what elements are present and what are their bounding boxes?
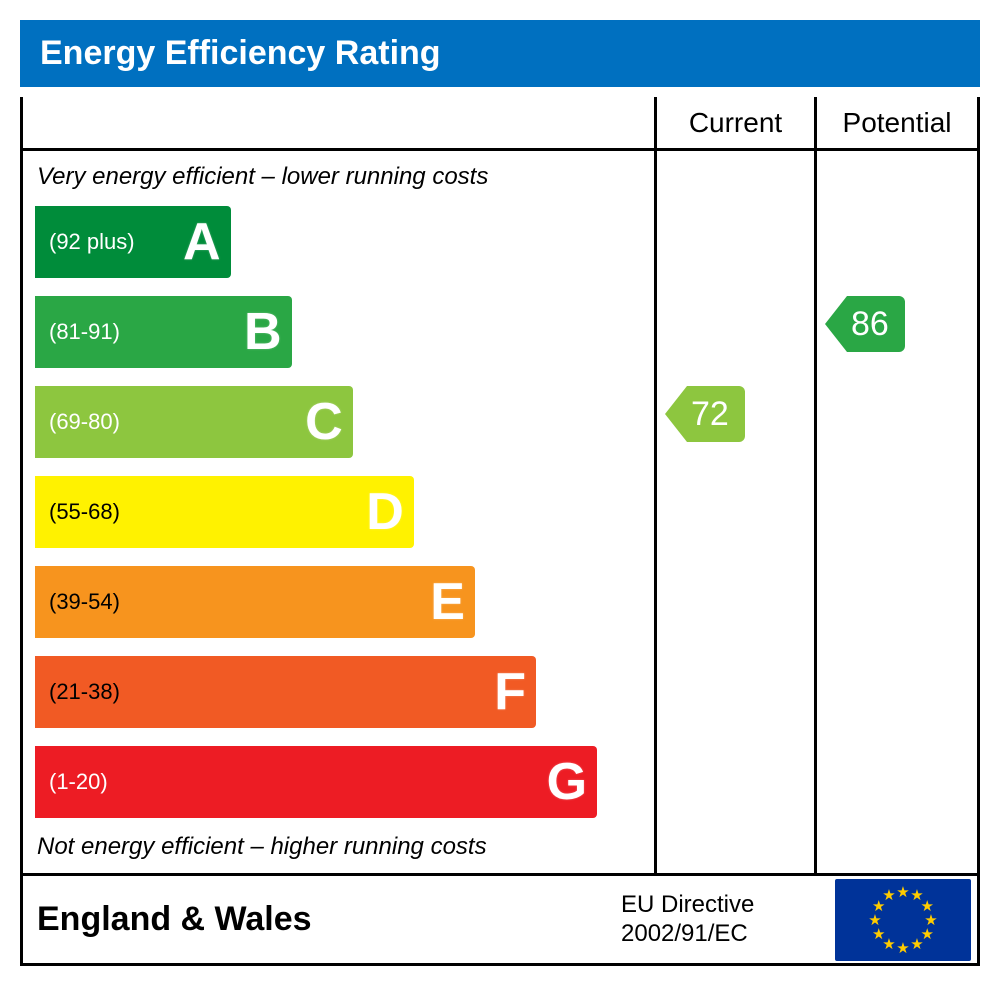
header-empty <box>23 97 657 148</box>
band-bar-a: (92 plus) A <box>35 206 231 278</box>
band-bar-d: (55-68) D <box>35 476 414 548</box>
band-row-c: (69-80) C <box>35 381 646 463</box>
band-row-f: (21-38) F <box>35 651 646 733</box>
chart-title: Energy Efficiency Rating <box>20 20 980 87</box>
current-pointer-arrow-icon <box>665 386 687 442</box>
band-letter-g: G <box>547 756 587 808</box>
eu-star-icon: ★ <box>882 886 895 904</box>
eu-star-icon: ★ <box>910 935 923 953</box>
potential-pointer: 86 <box>825 296 905 352</box>
bands-area: Very energy efficient – lower running co… <box>23 151 657 873</box>
eu-star-icon: ★ <box>896 883 909 901</box>
band-bar-g: (1-20) G <box>35 746 597 818</box>
band-row-e: (39-54) E <box>35 561 646 643</box>
bars-container: (92 plus) A (81-91) B (69-80) C (55-68) D (39-54… <box>35 201 646 823</box>
current-pointer: 72 <box>665 386 745 442</box>
directive-line1: EU Directive <box>621 891 829 920</box>
caption-top: Very energy efficient – lower running co… <box>37 163 646 191</box>
band-row-a: (92 plus) A <box>35 201 646 283</box>
band-letter-c: C <box>305 396 343 448</box>
potential-pointer-value: 86 <box>847 296 905 352</box>
directive-line2: 2002/91/EC <box>621 920 829 949</box>
chart-table: Current Potential Very energy efficient … <box>20 97 980 966</box>
band-bar-f: (21-38) F <box>35 656 536 728</box>
footer-region: England & Wales <box>23 900 615 939</box>
band-range-g: (1-20) <box>35 769 108 795</box>
footer-directive: EU Directive 2002/91/EC <box>615 891 835 949</box>
band-letter-f: F <box>494 666 526 718</box>
band-bar-e: (39-54) E <box>35 566 475 638</box>
band-range-b: (81-91) <box>35 319 120 345</box>
header-current: Current <box>657 97 817 148</box>
band-range-e: (39-54) <box>35 589 120 615</box>
band-bar-c: (69-80) C <box>35 386 353 458</box>
current-pointer-value: 72 <box>687 386 745 442</box>
column-potential: 86 <box>817 151 977 873</box>
band-letter-e: E <box>430 576 465 628</box>
caption-bottom: Not energy efficient – higher running co… <box>37 833 646 861</box>
band-letter-b: B <box>244 306 282 358</box>
band-range-c: (69-80) <box>35 409 120 435</box>
epc-chart: Energy Efficiency Rating Current Potenti… <box>20 20 980 966</box>
band-row-g: (1-20) G <box>35 741 646 823</box>
band-bar-b: (81-91) B <box>35 296 292 368</box>
band-range-a: (92 plus) <box>35 229 135 255</box>
eu-star-icon: ★ <box>896 939 909 957</box>
band-range-d: (55-68) <box>35 499 120 525</box>
band-range-f: (21-38) <box>35 679 120 705</box>
body-row: Very energy efficient – lower running co… <box>23 151 977 873</box>
band-row-d: (55-68) D <box>35 471 646 553</box>
band-row-b: (81-91) B <box>35 291 646 373</box>
header-row: Current Potential <box>23 97 977 151</box>
column-current: 72 <box>657 151 817 873</box>
band-letter-a: A <box>183 216 221 268</box>
eu-flag-icon: ★★★★★★★★★★★★ <box>835 879 971 961</box>
potential-pointer-arrow-icon <box>825 296 847 352</box>
footer-row: England & Wales EU Directive 2002/91/EC … <box>23 873 977 963</box>
header-potential: Potential <box>817 97 977 148</box>
band-letter-d: D <box>366 486 404 538</box>
